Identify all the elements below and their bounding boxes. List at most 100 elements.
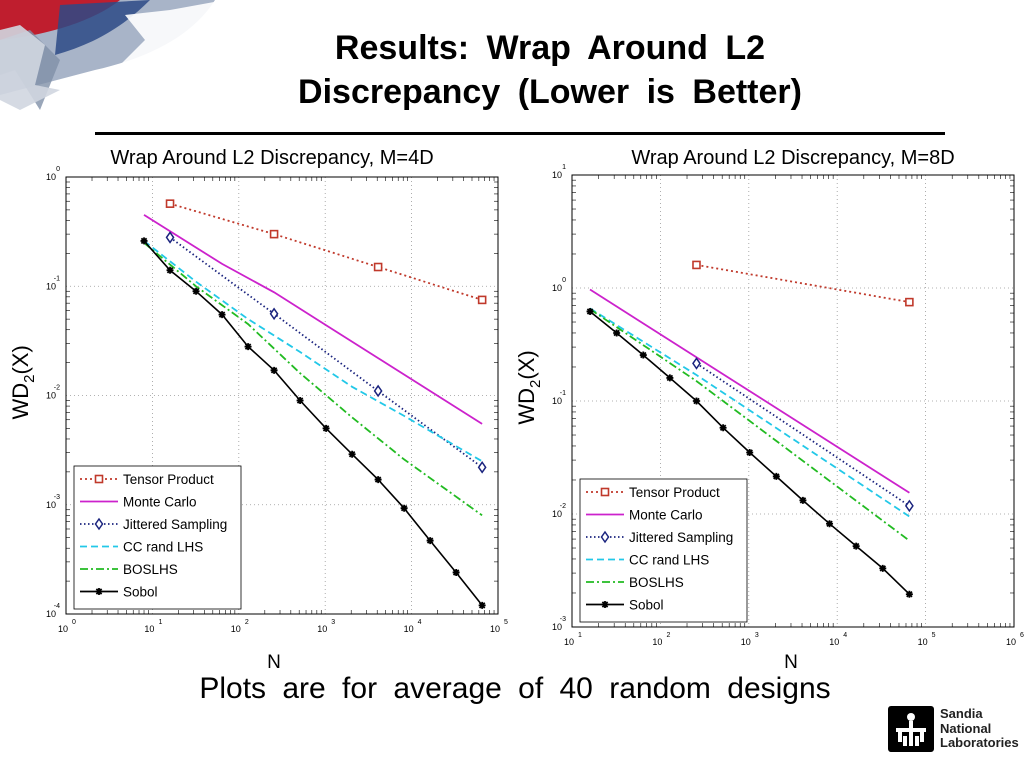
y-tick-label: 10 [46, 609, 56, 619]
series-boslhs [589, 308, 910, 542]
series-line-boslhs [143, 242, 483, 517]
x-tick-label: 10 [58, 624, 68, 634]
series-line-sobol [143, 240, 483, 606]
y-axis-label: WD2(X) [8, 345, 38, 419]
data-point-sobol [244, 343, 252, 351]
slide-title: Results: Wrap Around L2 Discrepancy (Low… [180, 26, 920, 114]
legend-label-monte-carlo: Monte Carlo [123, 495, 197, 510]
legend-box [73, 465, 242, 610]
x-tick-exponent: 1 [158, 619, 162, 626]
data-point-sobol [348, 450, 356, 458]
data-point-jittered-sampling [269, 307, 279, 321]
y-tick-exponent: 0 [562, 277, 566, 284]
y-tick-exponent: -3 [54, 494, 60, 501]
x-tick-exponent: 4 [418, 619, 422, 626]
plot-frame [65, 176, 499, 615]
series-tensor-product [692, 260, 914, 307]
data-point-sobol [192, 287, 200, 295]
series-jittered-sampling [165, 231, 487, 474]
series-line-boslhs [589, 308, 910, 542]
x-tick-label: 10 [741, 637, 751, 647]
series-line-tensor-product [696, 264, 910, 303]
slide-title-line-1: Results: Wrap Around L2 [334, 29, 766, 67]
legend: Tensor Product Monte Carlo Jittered Sampli… [73, 465, 242, 610]
chart-title: Wrap Around L2 Discrepancy, M=8D [631, 147, 954, 169]
y-tick-label: 10 [46, 391, 56, 401]
y-tick-label: 10 [552, 170, 562, 180]
x-axis-label: N [784, 652, 798, 670]
data-point-sobol [586, 307, 594, 315]
data-point-sobol [719, 424, 727, 432]
data-point-sobol [426, 537, 434, 545]
x-tick-label: 10 [652, 637, 662, 647]
x-tick-label: 10 [231, 624, 241, 634]
legend-label-tensor-product: Tensor Product [629, 485, 720, 500]
data-point-tensor-product [165, 199, 175, 208]
data-point-tensor-product [477, 295, 487, 305]
x-tick-exponent: 5 [504, 619, 508, 626]
legend-label-tensor-product: Tensor Product [123, 472, 214, 487]
data-point-jittered-sampling [904, 499, 914, 513]
legend-marker-sobol [95, 588, 103, 595]
y-tick-exponent: -1 [54, 275, 60, 282]
series-line-monte-carlo [589, 288, 910, 494]
footer-caption: Plots are for average of 40 random desig… [199, 672, 831, 705]
legend-label-jittered-sampling: Jittered Sampling [629, 530, 733, 545]
y-tick-label: 10 [46, 500, 56, 510]
series-jittered-sampling [692, 357, 914, 513]
y-tick-label: 10 [552, 509, 562, 519]
data-point-sobol [400, 504, 408, 512]
legend-label-boslhs: BOSLHS [629, 575, 684, 590]
data-point-sobol [746, 449, 754, 457]
series-line-cc-rand-lhs [143, 240, 483, 463]
data-point-sobol [140, 237, 148, 245]
legend-box [579, 478, 748, 623]
data-point-jittered-sampling [477, 461, 487, 474]
y-tick-exponent: -3 [560, 616, 566, 623]
x-tick-label: 10 [317, 624, 327, 634]
logo-line-2: National [940, 720, 992, 736]
legend-label-monte-carlo: Monte Carlo [629, 508, 703, 523]
chart-svg: Wrap Around L2 Discrepancy, M=4D10010110… [8, 147, 508, 670]
series-cc-rand-lhs [589, 307, 910, 518]
legend-label-sobol: Sobol [123, 585, 158, 600]
x-tick-exponent: 3 [331, 619, 335, 626]
x-tick-exponent: 4 [843, 632, 847, 639]
data-point-sobol [218, 311, 226, 319]
x-tick-label: 10 [564, 637, 574, 647]
data-point-sobol [666, 374, 674, 382]
logo-line-3: Laboratories [940, 735, 1019, 750]
legend-label-cc-rand-lhs: CC rand LHS [629, 553, 709, 568]
legend-label-boslhs: BOSLHS [123, 562, 178, 577]
chart-4d: Wrap Around L2 Discrepancy, M=4D 10 0 10 1 10… [0, 140, 520, 670]
data-point-sobol [905, 590, 913, 598]
series-sobol [586, 307, 913, 598]
data-point-sobol [613, 329, 621, 337]
y-tick-exponent: -2 [560, 503, 566, 510]
y-axis-label: WD2(X) [514, 350, 544, 424]
data-point-sobol [692, 397, 700, 405]
y-tick-exponent: -1 [560, 390, 566, 397]
data-point-tensor-product [905, 297, 914, 307]
data-point-sobol [166, 266, 174, 274]
data-point-jittered-sampling [165, 231, 175, 244]
chart-svg: Wrap Around L2 Discrepancy, M=8D10110210… [514, 147, 1024, 670]
data-point-sobol [296, 396, 304, 404]
x-tick-label: 10 [918, 637, 928, 647]
data-point-sobol [639, 351, 647, 359]
y-tick-label: 10 [552, 396, 562, 406]
x-tick-exponent: 0 [72, 619, 76, 626]
sandia-logo: Sandia National Laboratories [888, 706, 1019, 760]
star-banner-decoration [0, 0, 240, 110]
sandia-thunderbird-icon [888, 706, 934, 752]
x-tick-label: 10 [404, 624, 414, 634]
x-tick-label: 10 [1006, 637, 1016, 647]
data-point-sobol [452, 568, 460, 576]
series-monte-carlo [589, 288, 910, 494]
x-tick-label: 10 [829, 637, 839, 647]
x-tick-exponent: 5 [932, 632, 936, 639]
logo-line-1: Sandia [940, 706, 983, 721]
legend-marker-jittered-sampling [94, 517, 104, 531]
data-point-sobol [799, 496, 807, 504]
legend-marker-sobol [601, 601, 609, 608]
